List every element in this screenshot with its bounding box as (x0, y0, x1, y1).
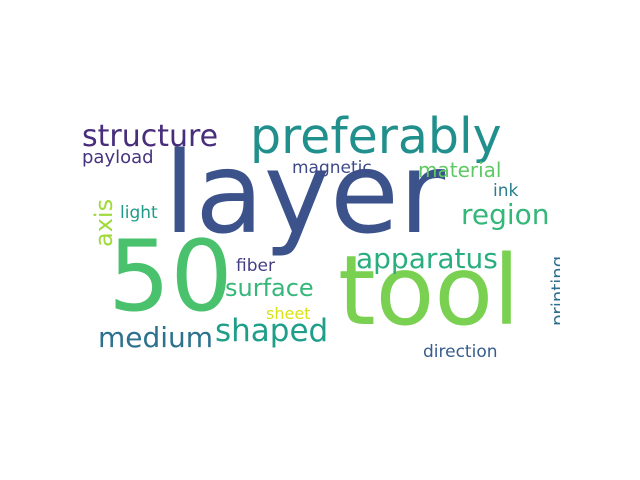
word-region: region (461, 201, 550, 229)
word-axis: axis (92, 199, 116, 247)
word-material: material (418, 160, 501, 180)
word-preferably: preferably (250, 112, 502, 161)
word-fiber: fiber (236, 258, 275, 275)
word-sheet: sheet (266, 306, 310, 322)
word-light: light (120, 205, 158, 222)
word-cloud: layer tool 50 preferably structure regio… (80, 106, 560, 376)
word-payload: payload (82, 149, 154, 167)
word-medium: medium (98, 324, 213, 352)
word-ink: ink (493, 183, 518, 200)
word-magnetic: magnetic (292, 160, 372, 177)
word-printing: printing (550, 256, 560, 326)
word-apparatus: apparatus (356, 245, 498, 273)
word-direction: direction (423, 344, 498, 361)
word-surface: surface (225, 276, 314, 300)
word-50: 50 (108, 228, 233, 326)
